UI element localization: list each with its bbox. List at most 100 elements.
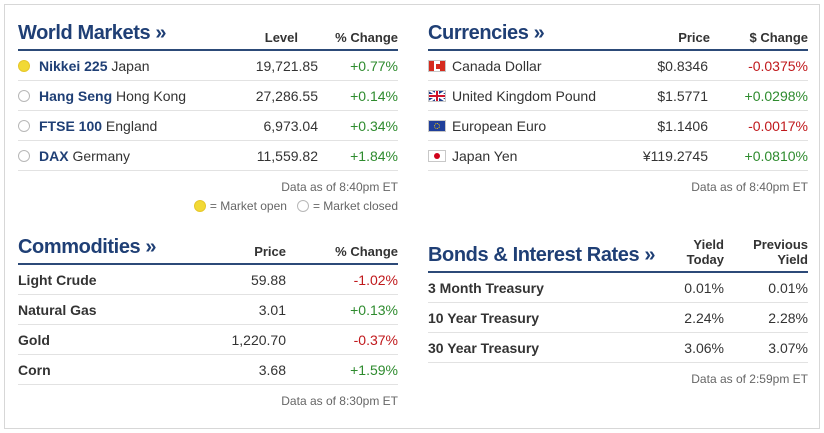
commodity-row-natural-gas[interactable]: Natural Gas 3.01 +0.13%	[18, 295, 398, 325]
currency-change: -0.0017%	[748, 117, 808, 134]
dollar-change-column-header: $ Change	[749, 30, 808, 45]
currency-price: $0.8346	[657, 57, 708, 74]
change-column-header: % Change	[335, 30, 398, 45]
bonds-rows: 3 Month Treasury 0.01% 0.01% 10 Year Tre…	[428, 273, 808, 363]
price-column-header: Price	[254, 244, 286, 259]
uk-flag-icon	[428, 89, 446, 102]
bond-row-10-year[interactable]: 10 Year Treasury 2.24% 2.28%	[428, 303, 808, 333]
market-index-name[interactable]: DAX	[39, 147, 69, 164]
world-markets-header: World Markets » Level % Change	[18, 19, 398, 51]
commodity-price: 1,220.70	[231, 331, 287, 348]
bonds-title-link[interactable]: Bonds & Interest Rates »	[428, 244, 656, 266]
market-index-name[interactable]: Nikkei 225	[39, 57, 108, 74]
market-region: England	[105, 117, 158, 134]
market-region: Hong Kong	[116, 87, 187, 104]
market-region: Germany	[72, 147, 131, 164]
market-level: 6,973.04	[263, 117, 319, 134]
bond-yield-today: 0.01%	[684, 279, 724, 296]
market-change: +1.84%	[350, 147, 398, 164]
bonds-header: Bonds & Interest Rates » Yield Today Pre…	[428, 233, 808, 273]
commodities-timestamp: Data as of 8:30pm ET	[281, 394, 398, 408]
previous-yield-line-2: Yield	[777, 252, 808, 267]
market-row-hang-seng[interactable]: Hang Seng Hong Kong 27,286.55 +0.14%	[18, 81, 398, 111]
bond-name[interactable]: 30 Year Treasury	[428, 339, 540, 356]
currency-name[interactable]: United Kingdom Pound	[452, 87, 596, 104]
commodity-name[interactable]: Light Crude	[18, 271, 97, 288]
currency-row-canada[interactable]: Canada Dollar $0.8346 -0.0375%	[428, 51, 808, 81]
currency-price: ¥119.2745	[642, 147, 708, 164]
bond-previous-yield: 2.28%	[768, 309, 808, 326]
eu-flag-icon	[428, 119, 446, 132]
bond-previous-yield: 0.01%	[768, 279, 808, 296]
legend-open-label: = Market open	[209, 199, 287, 213]
commodities-title-link[interactable]: Commodities »	[18, 236, 157, 258]
currencies-rows: Canada Dollar $0.8346 -0.0375% United Ki…	[428, 51, 808, 171]
commodity-row-corn[interactable]: Corn 3.68 +1.59%	[18, 355, 398, 385]
currencies-header: Currencies » Price $ Change	[428, 19, 808, 51]
commodities-header: Commodities » Price % Change	[18, 233, 398, 265]
market-region: Japan	[111, 57, 150, 74]
market-open-dot-icon	[18, 59, 30, 72]
market-level: 27,286.55	[255, 87, 318, 104]
market-row-dax[interactable]: DAX Germany 11,559.82 +1.84%	[18, 141, 398, 171]
market-closed-dot-icon	[18, 149, 30, 162]
market-change: +0.34%	[350, 117, 398, 134]
commodity-price: 3.01	[258, 301, 286, 318]
currency-name[interactable]: Japan Yen	[452, 147, 518, 164]
market-row-nikkei[interactable]: Nikkei 225 Japan 19,721.85 +0.77%	[18, 51, 398, 81]
commodity-row-light-crude[interactable]: Light Crude 59.88 -1.02%	[18, 265, 398, 295]
market-level: 19,721.85	[255, 57, 318, 74]
commodity-change: -1.02%	[353, 271, 398, 288]
previous-yield-column-header: Previous Yield	[724, 237, 808, 267]
legend-closed-label: = Market closed	[312, 199, 398, 213]
bond-row-3-month[interactable]: 3 Month Treasury 0.01% 0.01%	[428, 273, 808, 303]
currency-row-euro[interactable]: European Euro $1.1406 -0.0017%	[428, 111, 808, 141]
change-column-header: % Change	[335, 244, 398, 259]
yield-today-line-1: Yield	[693, 237, 724, 252]
bond-name[interactable]: 10 Year Treasury	[428, 309, 540, 326]
currency-row-uk[interactable]: United Kingdom Pound $1.5771 +0.0298%	[428, 81, 808, 111]
market-closed-dot-icon	[296, 200, 309, 212]
currency-name[interactable]: Canada Dollar	[452, 57, 542, 74]
currency-name[interactable]: European Euro	[452, 117, 547, 134]
market-closed-dot-icon	[18, 89, 30, 102]
commodity-price: 3.68	[258, 361, 286, 378]
currencies-panel: Currencies » Price $ Change Canada Dolla…	[428, 19, 808, 194]
bonds-timestamp: Data as of 2:59pm ET	[691, 372, 808, 386]
market-index-name[interactable]: FTSE 100	[39, 117, 103, 134]
bond-previous-yield: 3.07%	[768, 339, 808, 356]
canada-flag-icon	[428, 59, 446, 72]
commodity-change: -0.37%	[353, 331, 398, 348]
market-row-ftse[interactable]: FTSE 100 England 6,973.04 +0.34%	[18, 111, 398, 141]
world-markets-title-link[interactable]: World Markets »	[18, 22, 167, 44]
commodity-name[interactable]: Corn	[18, 361, 51, 378]
currency-change: +0.0298%	[744, 87, 808, 104]
bond-row-30-year[interactable]: 30 Year Treasury 3.06% 3.07%	[428, 333, 808, 363]
currency-change: -0.0375%	[748, 57, 808, 74]
commodity-name[interactable]: Natural Gas	[18, 301, 97, 318]
currency-price: $1.1406	[657, 117, 708, 134]
market-closed-dot-icon	[18, 119, 30, 132]
market-change: +0.14%	[350, 87, 398, 104]
commodity-name[interactable]: Gold	[18, 331, 50, 348]
commodities-panel: Commodities » Price % Change Light Crude…	[18, 233, 398, 408]
bond-yield-today: 2.24%	[684, 309, 724, 326]
bonds-panel: Bonds & Interest Rates » Yield Today Pre…	[428, 233, 808, 386]
commodity-row-gold[interactable]: Gold 1,220.70 -0.37%	[18, 325, 398, 355]
bond-name[interactable]: 3 Month Treasury	[428, 279, 544, 296]
commodity-change: +1.59%	[350, 361, 398, 378]
market-status-legend: = Market open = Market closed	[18, 199, 398, 213]
price-column-header: Price	[678, 30, 710, 45]
currency-change: +0.0810%	[744, 147, 808, 164]
commodity-price: 59.88	[250, 271, 286, 288]
currency-row-japan[interactable]: Japan Yen ¥119.2745 +0.0810%	[428, 141, 808, 171]
yield-today-line-2: Today	[686, 252, 724, 267]
market-index-name[interactable]: Hang Seng	[39, 87, 113, 104]
currencies-title-link[interactable]: Currencies »	[428, 22, 545, 44]
commodities-rows: Light Crude 59.88 -1.02% Natural Gas 3.0…	[18, 265, 398, 385]
market-level: 11,559.82	[256, 147, 318, 164]
yield-today-column-header: Yield Today	[678, 237, 724, 267]
market-change: +0.77%	[350, 57, 398, 74]
commodity-change: +0.13%	[350, 301, 398, 318]
bond-yield-today: 3.06%	[684, 339, 724, 356]
